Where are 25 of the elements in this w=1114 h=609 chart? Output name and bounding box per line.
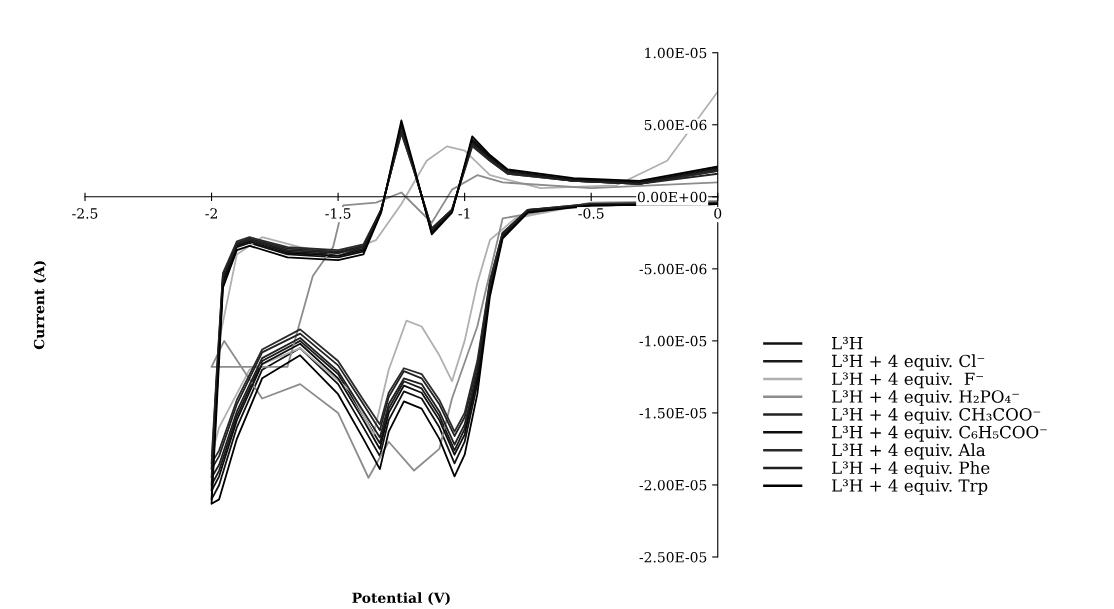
- x-tick-label: -0.5: [578, 208, 604, 219]
- x-tick-label: -1.5: [325, 208, 351, 219]
- y-tick-label: -1.00E-05: [639, 335, 707, 347]
- legend-label: L³H + 4 equiv. F⁻: [831, 372, 983, 389]
- x-tick-label: -1: [458, 208, 470, 219]
- y-tick-label: -5.00E-06: [639, 263, 707, 275]
- y-tick-label: -2.00E-05: [639, 479, 707, 491]
- y-tick-label: -2.50E-05: [639, 551, 707, 563]
- legend-label: L³H + 4 equiv. CH₃COO⁻: [831, 408, 1041, 424]
- legend-label: L³H: [831, 336, 863, 350]
- y-tick-label: 1.00E-05: [645, 47, 707, 59]
- legend-label: L³H + 4 equiv. Trp: [831, 479, 988, 496]
- y-tick-label: 0.00E+00: [637, 191, 707, 203]
- legend-label: L³H + 4 equiv. Phe: [831, 461, 990, 478]
- y-tick-label: -1.50E-05: [639, 407, 707, 419]
- x-tick-label: -2: [205, 208, 217, 219]
- legend-label: L³H + 4 equiv. Ala: [831, 443, 986, 460]
- legend-label: L³H + 4 equiv. Cl⁻: [831, 354, 985, 371]
- x-tick-label: 0: [714, 208, 722, 219]
- y-tick-label: 5.00E-06: [644, 119, 707, 131]
- x-tick-label: -2.5: [72, 208, 98, 219]
- legend-label: L³H + 4 equiv. H₂PO₄⁻: [831, 390, 1019, 407]
- x-axis-title: Potential (V): [352, 592, 450, 606]
- legend-label: L³H + 4 equiv. C₆H₅COO⁻: [831, 425, 1047, 442]
- y-axis-title: Current (A): [33, 261, 47, 350]
